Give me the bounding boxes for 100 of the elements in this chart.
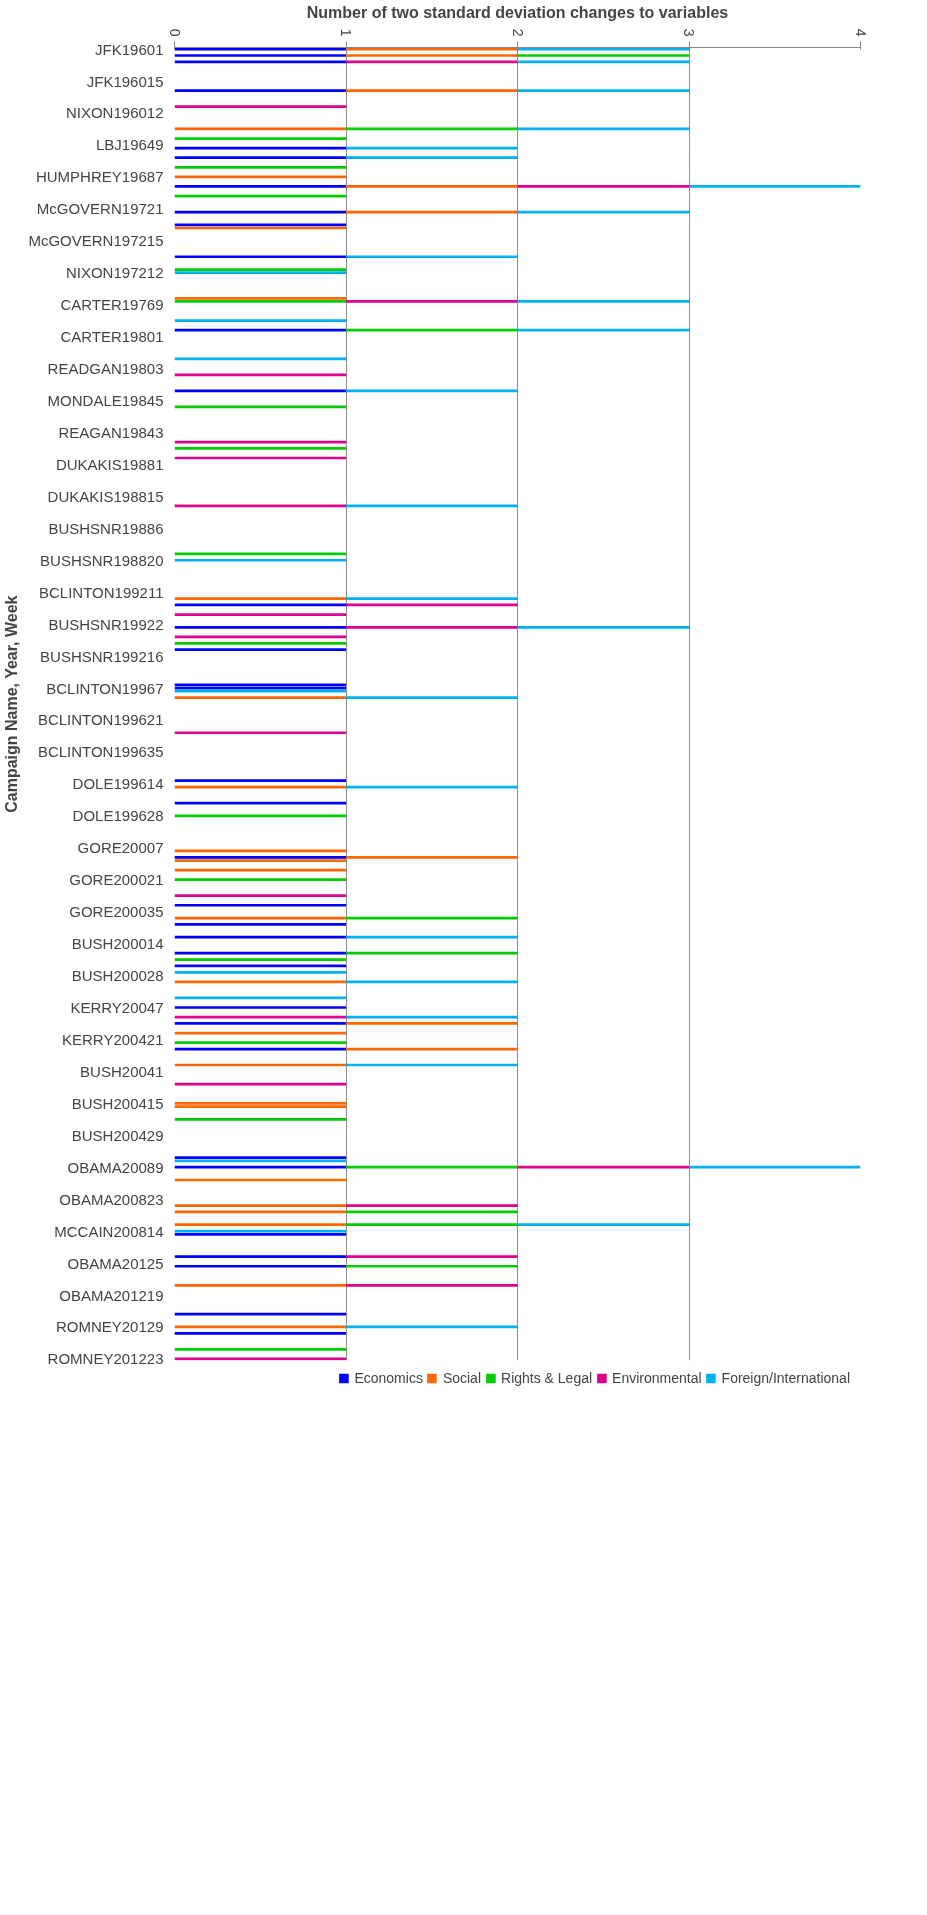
y-tick-label: REAGAN19843 [58, 423, 164, 441]
y-tick-label: KERRY200421 [62, 1030, 164, 1048]
bar [689, 185, 861, 188]
bar [174, 641, 346, 645]
y-tick-label: McGOVERN19721 [36, 200, 164, 218]
bar [174, 1347, 346, 1351]
x-tick-label: 3 [681, 28, 697, 37]
y-tick-label: BUSHSNR19886 [48, 519, 164, 537]
bar [174, 268, 346, 271]
bar [174, 447, 346, 450]
y-tick-label: MONDALE19845 [47, 392, 164, 410]
y-tick-label: MCCAIN200814 [54, 1222, 164, 1240]
bar [174, 271, 346, 275]
y-tick-label: GORE200035 [69, 903, 164, 921]
bar [174, 1006, 346, 1009]
bar [174, 255, 346, 259]
bar [517, 1165, 689, 1169]
y-tick-label: BUSH200014 [71, 935, 164, 953]
bar [174, 1082, 346, 1086]
y-tick-label: OBAMA200823 [59, 1190, 164, 1208]
y-tick-label: DUKAKIS198815 [47, 487, 164, 505]
bar [174, 185, 346, 188]
y-tick-label: BUSHSNR19922 [48, 615, 164, 633]
bar [174, 951, 346, 955]
bar [174, 54, 346, 57]
bar [174, 89, 346, 92]
legend-label: Foreign/International [721, 1370, 850, 1386]
bar [174, 731, 346, 735]
y-tick-label: KERRY20047 [70, 998, 164, 1016]
y-tick-label: NIXON196012 [65, 104, 164, 122]
y-tick-label: ROMNEY20129 [55, 1318, 164, 1336]
bar [174, 558, 346, 562]
y-tick-label: NIXON197212 [65, 264, 164, 282]
bar [346, 156, 518, 160]
bar [174, 552, 346, 556]
bar [174, 1165, 346, 1169]
bar [174, 1041, 346, 1044]
y-tick-label: DOLE199628 [72, 807, 164, 825]
y-tick-label: GORE20007 [77, 839, 164, 857]
bar [174, 903, 346, 907]
y-tick-label: GORE200021 [69, 871, 164, 889]
bar [174, 1255, 346, 1259]
y-tick-label: JFK19601 [95, 40, 164, 58]
y-tick-label: BUSHSNR199216 [40, 647, 164, 665]
bar [174, 779, 346, 783]
bar [174, 1204, 346, 1207]
bar [174, 1312, 346, 1316]
bar [517, 328, 689, 332]
y-axis-title: Campaign Name, Year, Week [3, 595, 21, 813]
y-tick-label: ROMNEY201223 [47, 1350, 164, 1368]
bar [346, 625, 518, 629]
y-tick-label: BCLINTON199211 [38, 583, 164, 601]
bar [346, 89, 518, 92]
bar [346, 300, 518, 303]
y-tick-label: JFK196015 [86, 72, 164, 90]
bar [346, 1022, 518, 1025]
bar [174, 648, 346, 652]
y-tick-label: BUSHSNR198820 [40, 551, 164, 569]
bar [174, 970, 346, 974]
y-tick-label: McGOVERN197215 [28, 232, 164, 250]
bar [174, 958, 346, 961]
bar [174, 319, 346, 322]
y-tick-label: BUSH200415 [71, 1094, 164, 1112]
bar [346, 696, 518, 699]
bar [346, 1255, 518, 1259]
y-tick-label: DUKAKIS19881 [55, 455, 164, 473]
bar [174, 613, 346, 616]
bar [346, 1264, 518, 1268]
bar [174, 696, 346, 699]
bar [174, 300, 346, 303]
bar [174, 1159, 346, 1163]
x-tick-label: 0 [166, 28, 183, 37]
bar [174, 1022, 346, 1025]
y-tick-label: OBAMA20125 [67, 1254, 164, 1272]
bar [517, 54, 689, 57]
bar [174, 1156, 346, 1159]
y-tick-label: CARTER19769 [60, 296, 164, 314]
bar [174, 1331, 346, 1335]
bar [174, 105, 346, 108]
legend-label: Economics [354, 1370, 423, 1386]
y-tick-label: CARTER19801 [60, 328, 164, 346]
legend-label: Social [442, 1370, 482, 1386]
bar [174, 296, 346, 300]
bar [174, 878, 346, 882]
bar [517, 185, 689, 188]
bar [346, 1284, 518, 1287]
bar [174, 625, 346, 629]
bar [174, 1117, 346, 1121]
bar [174, 855, 346, 859]
y-tick-label: BCLINTON19967 [46, 679, 164, 697]
bar [346, 1204, 518, 1207]
y-tick-label: BUSH200028 [71, 967, 164, 985]
x-tick-label: 4 [852, 28, 869, 37]
x-axis-title: Number of two standard deviation changes to variables [306, 3, 729, 21]
legend-label: Rights & Legal [501, 1370, 593, 1386]
bar [517, 625, 689, 629]
bar [517, 1223, 689, 1227]
bar [174, 814, 346, 818]
bar [174, 328, 346, 332]
bar [346, 597, 518, 600]
